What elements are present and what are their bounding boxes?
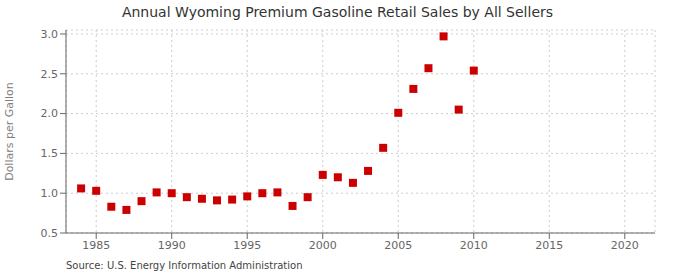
svg-text:1995: 1995 — [233, 239, 261, 252]
svg-text:1985: 1985 — [82, 239, 110, 252]
svg-text:2005: 2005 — [384, 239, 412, 252]
html-text:Annual Wyoming Premium Gasolin: Annual Wyoming Premium Gasoline Retail S… — [121, 4, 554, 20]
svg-text:Dollars per Gallon: Dollars per Gallon — [8, 82, 16, 181]
svg-text:2.5: 2.5 — [41, 68, 59, 81]
svg-text:3.0: 3.0 — [41, 28, 59, 41]
svg-text:2.0: 2.0 — [41, 107, 59, 120]
svg-text:2010: 2010 — [460, 239, 488, 252]
html-text:Source: U.S. Energy Informatio: Source: U.S. Energy Information Administ… — [66, 260, 303, 271]
svg-text:1.0: 1.0 — [41, 187, 59, 200]
svg-text:0.5: 0.5 — [41, 227, 59, 240]
svg-text:1990: 1990 — [158, 239, 186, 252]
svg-text:2000: 2000 — [309, 239, 337, 252]
svg-text:1.5: 1.5 — [41, 147, 59, 160]
svg-text:2015: 2015 — [535, 239, 563, 252]
svg-text:2020: 2020 — [611, 239, 639, 252]
